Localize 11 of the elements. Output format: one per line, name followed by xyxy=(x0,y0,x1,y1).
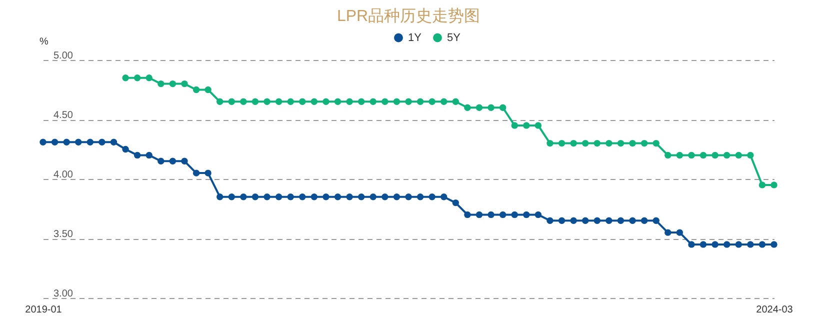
y-tick-label: 3.00 xyxy=(54,288,74,300)
x-tick-label: 2024-03 xyxy=(756,304,794,316)
legend-label: 1Y xyxy=(408,32,422,44)
y-tick-label: 4.00 xyxy=(54,170,74,180)
x-tick-label: 2019-01 xyxy=(25,304,62,316)
legend-label: 5Y xyxy=(447,32,462,44)
y-tick-label: 5.00 xyxy=(54,50,74,62)
chart-title: LPR品种历史走势图 xyxy=(336,7,480,25)
y-axis-title: % xyxy=(40,36,48,48)
y-tick-label: 3.50 xyxy=(54,229,74,240)
y-tick-label: 4.50 xyxy=(54,110,74,121)
